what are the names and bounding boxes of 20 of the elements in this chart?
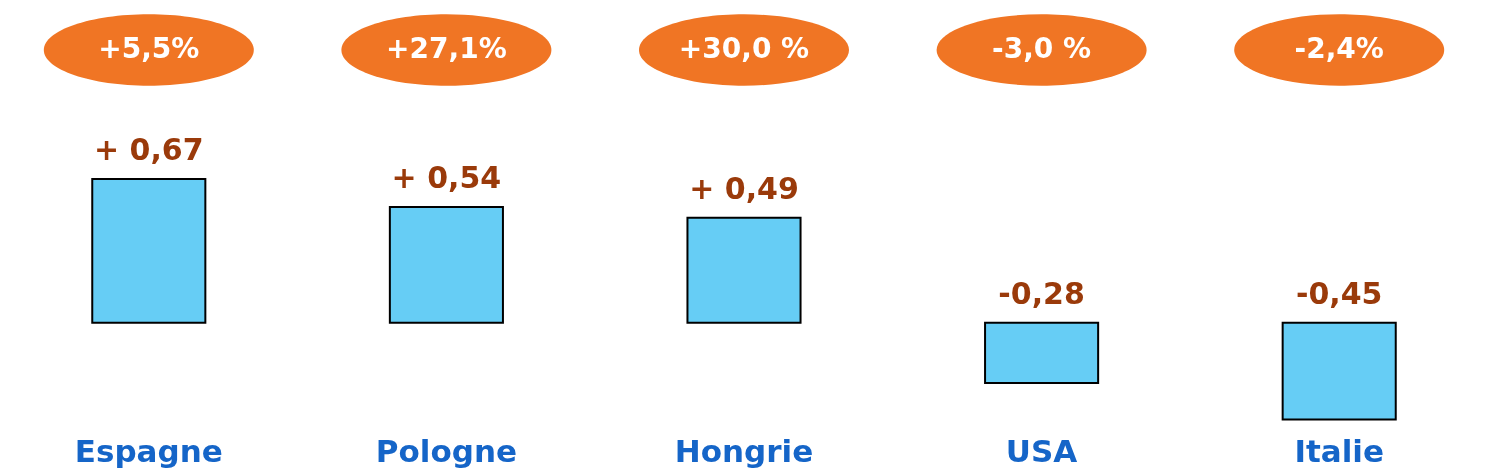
text: -3,0 % — [992, 32, 1092, 65]
x-tick-label: Italie — [1294, 432, 1384, 469]
x-tick-label: USA — [1005, 432, 1078, 469]
bar — [388, 205, 504, 324]
text: -2,4% — [1294, 32, 1384, 65]
text: +27,1% — [386, 32, 507, 65]
bar — [984, 321, 1100, 384]
data-label: -0,28 — [998, 275, 1085, 311]
x-tick-label: Hongrie — [674, 432, 814, 469]
bar — [686, 216, 802, 324]
x-tick-label: Pologne — [375, 432, 518, 469]
data-label: + 0,54 — [391, 159, 502, 195]
x-tick-label: Espagne — [74, 432, 223, 469]
text: +30,0 % — [678, 32, 810, 65]
bar — [91, 178, 207, 324]
text: +5,5% — [98, 32, 200, 65]
bar — [1281, 321, 1397, 421]
data-label: + 0,49 — [689, 170, 799, 206]
data-label: + 0,67 — [94, 132, 204, 168]
data-label: -0,45 — [1295, 275, 1383, 311]
